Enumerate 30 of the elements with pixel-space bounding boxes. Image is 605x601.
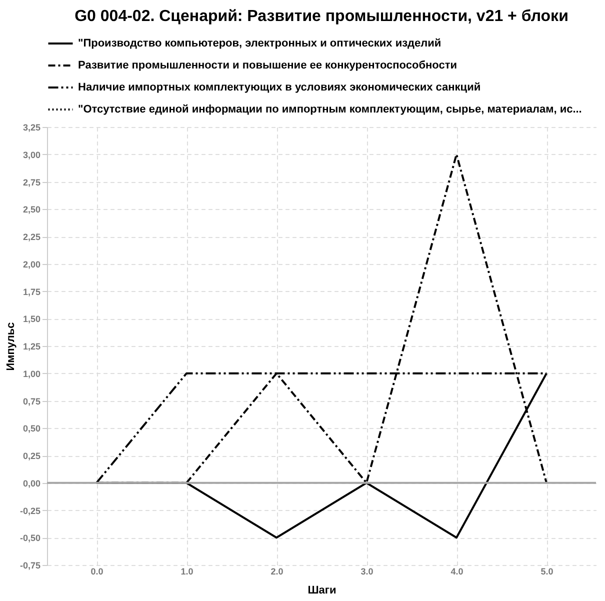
legend-label: "Производство компьютеров, электронных и оптических изделий [78, 38, 442, 50]
x-tick-label: 0.0 [90, 566, 104, 576]
x-tick-label: 4.0 [450, 566, 464, 576]
y-tick-label: 2,25 [22, 232, 40, 242]
x-tick-label: 1.0 [180, 566, 194, 576]
legend-label: Наличие импортных комплектующих в условиях экономических санкций [78, 82, 481, 94]
y-tick-label: 1,00 [22, 368, 40, 379]
y-tick-label: 1,75 [22, 286, 40, 297]
y-tick-label: 1,25 [22, 342, 40, 352]
x-tick-label: 5.0 [540, 566, 554, 576]
y-tick-label: 0,50 [22, 424, 40, 434]
y-tick-label: -0,75 [20, 560, 40, 570]
x-tick-label: 3.0 [360, 566, 374, 576]
y-axis-title: Импульс [4, 322, 17, 371]
y-tick-label: 0,25 [22, 451, 40, 461]
x-axis-title: Шаги [308, 584, 336, 596]
legend-label: "Отсутствие единой информации по импортным комплектующим, сырье, материалам, ис... [78, 104, 582, 116]
x-tick-label: 2.0 [270, 566, 284, 576]
y-tick-label: -0,50 [20, 533, 40, 544]
y-tick-label: 1,50 [22, 314, 40, 324]
y-tick-label: 0,75 [22, 396, 40, 406]
y-tick-label: 0,00 [22, 478, 40, 488]
y-tick-label: -0,25 [20, 506, 40, 516]
y-tick-label: 3,00 [22, 150, 40, 160]
y-tick-label: 2,00 [22, 259, 40, 270]
y-tick-label: 2,75 [22, 177, 40, 188]
y-tick-label: 3,25 [22, 122, 40, 132]
y-tick-label: 2,50 [22, 204, 40, 215]
chart-title: G0 004-02. Сценарий: Развитие промышленности, v21 + блоки [74, 8, 568, 25]
legend-label: Развитие промышленности и повышение ее конкурентоспособности [78, 60, 457, 72]
